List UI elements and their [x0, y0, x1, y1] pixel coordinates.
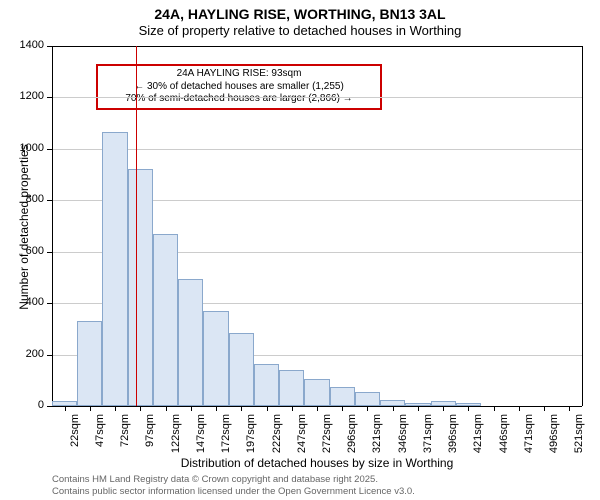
x-tick-label: 122sqm [170, 414, 182, 464]
x-tick [418, 406, 419, 411]
x-tick [468, 406, 469, 411]
x-tick [443, 406, 444, 411]
x-tick-label: 521sqm [573, 414, 585, 464]
x-tick-label: 47sqm [94, 414, 106, 464]
x-tick-label: 272sqm [321, 414, 333, 464]
x-tick [115, 406, 116, 411]
x-tick-label: 247sqm [296, 414, 308, 464]
x-tick [267, 406, 268, 411]
x-tick-label: 346sqm [397, 414, 409, 464]
x-tick-label: 72sqm [119, 414, 131, 464]
chart-subtitle: Size of property relative to detached ho… [0, 23, 600, 38]
bar [203, 311, 228, 406]
bar [77, 321, 102, 406]
annotation-line3: 70% of semi-detached houses are larger (… [102, 93, 376, 106]
x-tick [544, 406, 545, 411]
x-tick-label: 396sqm [447, 414, 459, 464]
x-tick-label: 197sqm [245, 414, 257, 464]
bar [102, 132, 127, 406]
x-tick-label: 321sqm [371, 414, 383, 464]
x-tick [342, 406, 343, 411]
chart-container: 24A, HAYLING RISE, WORTHING, BN13 3AL Si… [0, 0, 600, 500]
x-tick [393, 406, 394, 411]
chart-title: 24A, HAYLING RISE, WORTHING, BN13 3AL [0, 0, 600, 22]
y-tick-label: 1400 [10, 39, 44, 51]
x-tick-label: 421sqm [472, 414, 484, 464]
annotation-box: 24A HAYLING RISE: 93sqm ← 30% of detache… [96, 64, 382, 110]
x-tick [216, 406, 217, 411]
x-tick-label: 97sqm [144, 414, 156, 464]
x-tick [494, 406, 495, 411]
x-tick-label: 296sqm [346, 414, 358, 464]
x-tick-label: 222sqm [271, 414, 283, 464]
x-tick-label: 147sqm [195, 414, 207, 464]
y-tick-label: 1200 [10, 90, 44, 102]
x-tick [166, 406, 167, 411]
x-tick [241, 406, 242, 411]
annotation-line1: 24A HAYLING RISE: 93sqm [102, 68, 376, 81]
bar [279, 370, 304, 406]
bar [355, 392, 380, 406]
footer-line1: Contains HM Land Registry data © Crown c… [52, 474, 415, 486]
y-gridline [52, 149, 582, 150]
y-tick-label: 200 [10, 348, 44, 360]
x-tick [140, 406, 141, 411]
x-tick-label: 172sqm [220, 414, 232, 464]
bar [128, 169, 153, 406]
x-tick [519, 406, 520, 411]
y-tick-label: 600 [10, 245, 44, 257]
x-tick-label: 371sqm [422, 414, 434, 464]
x-tick-label: 471sqm [523, 414, 535, 464]
bar [178, 279, 203, 406]
x-tick [317, 406, 318, 411]
axis-right [582, 46, 583, 406]
x-tick [90, 406, 91, 411]
annotation-line2: ← 30% of detached houses are smaller (1,… [102, 81, 376, 94]
bar [254, 364, 279, 406]
x-tick [65, 406, 66, 411]
axis-left [52, 46, 53, 406]
bar [229, 333, 254, 406]
footer-text: Contains HM Land Registry data © Crown c… [52, 474, 415, 498]
bar [304, 379, 329, 406]
bar [330, 387, 355, 406]
axis-top [52, 46, 582, 47]
x-tick-label: 496sqm [548, 414, 560, 464]
marker-line [136, 46, 137, 406]
y-tick-label: 400 [10, 296, 44, 308]
x-tick-label: 446sqm [498, 414, 510, 464]
y-gridline [52, 97, 582, 98]
x-tick [191, 406, 192, 411]
x-tick [367, 406, 368, 411]
x-tick [569, 406, 570, 411]
bar [153, 234, 178, 406]
footer-line2: Contains public sector information licen… [52, 486, 415, 498]
x-tick [292, 406, 293, 411]
x-tick-label: 22sqm [69, 414, 81, 464]
y-tick-label: 0 [10, 399, 44, 411]
y-tick-label: 800 [10, 193, 44, 205]
y-tick-label: 1000 [10, 142, 44, 154]
